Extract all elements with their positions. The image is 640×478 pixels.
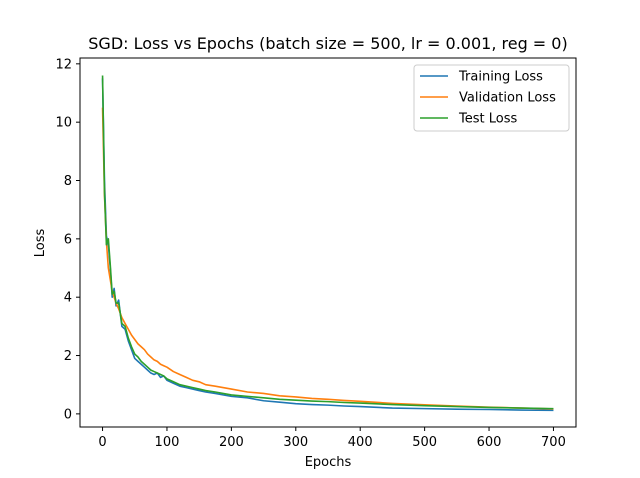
x-tick-label: 300 bbox=[283, 435, 308, 450]
x-axis-label: Epochs bbox=[305, 455, 352, 470]
y-tick-label: 12 bbox=[55, 57, 72, 72]
x-axis: 0 100 200 300 400 500 600 700 bbox=[98, 427, 566, 450]
y-tick-label: 2 bbox=[64, 349, 72, 364]
x-tick-label: 100 bbox=[155, 435, 180, 450]
y-axis: 0 2 4 6 8 10 12 bbox=[55, 57, 80, 422]
x-tick-label: 400 bbox=[348, 435, 373, 450]
x-tick-label: 200 bbox=[219, 435, 244, 450]
x-tick-label: 700 bbox=[541, 435, 566, 450]
legend-box bbox=[413, 64, 570, 132]
legend-label: Validation Loss bbox=[459, 91, 556, 106]
y-tick-label: 0 bbox=[64, 407, 72, 422]
series-line-validation-loss bbox=[101, 107, 554, 410]
series-line-test-loss bbox=[101, 75, 554, 410]
y-tick-label: 6 bbox=[64, 232, 72, 247]
x-tick-label: 0 bbox=[98, 435, 106, 450]
x-tick-label: 500 bbox=[412, 435, 437, 450]
legend-label: Test Loss bbox=[458, 112, 517, 127]
legend-label: Training Loss bbox=[458, 70, 543, 85]
plot-area bbox=[101, 75, 554, 412]
chart-title: SGD: Loss vs Epochs (batch size = 500, l… bbox=[88, 34, 567, 53]
axes-frame bbox=[79, 57, 577, 428]
legend: Training Loss Validation Loss Test Loss bbox=[413, 64, 570, 132]
y-tick-label: 4 bbox=[64, 291, 72, 306]
x-tick-label: 600 bbox=[477, 435, 502, 450]
y-tick-label: 8 bbox=[64, 174, 72, 189]
y-axis-label: Loss bbox=[33, 229, 48, 258]
y-tick-label: 10 bbox=[55, 116, 72, 131]
